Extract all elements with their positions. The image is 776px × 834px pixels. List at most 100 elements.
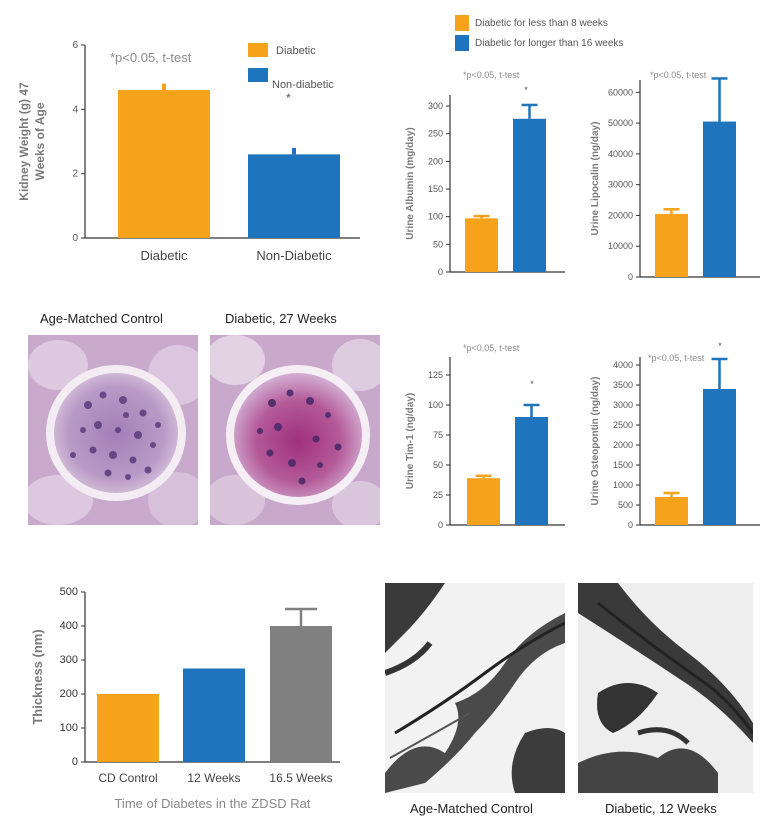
x-tick-label: Diabetic — [141, 248, 188, 263]
urine-legend: Diabetic for less than 8 weeks Diabetic … — [455, 14, 715, 54]
legend-label: Diabetic for less than 8 weeks — [475, 17, 608, 29]
y-tick-label: 30000 — [608, 180, 633, 190]
urine-lipocalin-chart: 0 10000 20000 30000 40000 50000 60000 Urine Lip… — [580, 60, 776, 285]
y-tick-label: 2 — [72, 169, 78, 180]
legend-item-short: Diabetic for less than 8 weeks — [455, 14, 608, 32]
y-tick-label: 200 — [428, 156, 443, 166]
em-diabetic-label: Diabetic, 12 Weeks — [605, 801, 717, 816]
y-tick-label: 0 — [438, 520, 443, 530]
bar — [703, 121, 736, 277]
y-tick-label: 500 — [60, 586, 78, 598]
y-axis-label: Urine Tim-1 (ng/day) — [405, 393, 416, 490]
bar — [183, 668, 245, 762]
y-axis-label: Urine Albumin (mg/day) — [405, 127, 416, 239]
y-tick-label: 150 — [428, 184, 443, 194]
y-tick-label: 0 — [628, 520, 633, 530]
significance-note: *p<0.05, t-test — [463, 343, 520, 353]
bar — [465, 218, 498, 272]
y-tick-label: 50 — [433, 460, 443, 470]
legend-label: Diabetic — [276, 45, 316, 57]
y-axis-label: Thickness (nm) — [30, 629, 45, 724]
bar — [270, 626, 332, 762]
y-axis-label: Urine Lipocalin (ng/day) — [590, 122, 601, 236]
em-control-image — [385, 583, 565, 793]
y-tick-label: 100 — [428, 212, 443, 222]
legend-swatch — [248, 43, 268, 57]
y-tick-label: 75 — [433, 430, 443, 440]
y-tick-label: 125 — [428, 370, 443, 380]
significance-star: * — [718, 341, 722, 351]
y-tick-label: 1000 — [613, 480, 633, 490]
bar — [248, 154, 340, 238]
significance-star: * — [524, 85, 528, 95]
em-control-label: Age-Matched Control — [410, 801, 533, 816]
y-tick-label: 500 — [618, 500, 633, 510]
legend-swatch-blue — [455, 35, 469, 51]
error-bar — [162, 83, 166, 91]
bar — [515, 417, 548, 525]
y-tick-label: 300 — [428, 101, 443, 111]
y-tick-label: 60000 — [608, 87, 633, 97]
y-tick-label: 3500 — [613, 380, 633, 390]
y-tick-label: 0 — [72, 756, 78, 768]
legend-item-long: Diabetic for longer than 16 weeks — [455, 34, 623, 52]
y-tick-label: 50 — [433, 239, 443, 249]
y-tick-label: 0 — [438, 267, 443, 277]
histo-control-label: Age-Matched Control — [40, 311, 163, 326]
bar — [467, 478, 500, 525]
histo-control-image — [28, 335, 198, 525]
x-tick-label: Non-Diabetic — [256, 248, 332, 263]
y-tick-label: 0 — [72, 233, 78, 244]
bar — [655, 497, 688, 525]
bar — [703, 389, 736, 525]
y-tick-label: 2000 — [613, 440, 633, 450]
x-tick-label: 12 Weeks — [187, 771, 240, 785]
significance-note: *p<0.05, t-test — [648, 353, 705, 363]
y-tick-label: 300 — [60, 654, 78, 666]
y-tick-label: 200 — [60, 688, 78, 700]
legend-label: Diabetic for longer than 16 weeks — [475, 37, 624, 49]
kidney-weight-chart: 0 2 4 6 Kidney Weight (g) 47 Weeks of Age Diab… — [0, 0, 390, 290]
legend-swatch — [248, 68, 268, 82]
y-tick-label: 6 — [72, 40, 78, 51]
y-axis-label: Kidney Weight (g) 47 — [17, 82, 31, 201]
bar — [97, 694, 159, 762]
significance-note: *p<0.05, t-test — [463, 70, 520, 80]
urine-albumin-chart: 0 50 100 150 200 250 300 Urine Albumin (mg/day)… — [395, 60, 580, 285]
y-tick-label: 10000 — [608, 241, 633, 251]
histo-diabetic-image — [210, 335, 380, 525]
legend-swatch-orange — [455, 15, 469, 31]
gbm-thickness-chart: 0 100 200 300 400 500 Thickness (nm) CD Control… — [0, 575, 390, 825]
significance-note: *p<0.05, t-test — [110, 50, 192, 65]
significance-note: *p<0.05, t-test — [650, 70, 707, 80]
bar — [513, 118, 546, 272]
legend-label: Non-diabetic — [272, 79, 334, 91]
y-tick-label: 4000 — [613, 360, 633, 370]
y-tick-label: 50000 — [608, 118, 633, 128]
bar — [118, 90, 210, 239]
bar — [655, 213, 688, 277]
em-diabetic-image — [578, 583, 753, 793]
x-tick-label: 16.5 Weeks — [269, 771, 332, 785]
significance-star: * — [530, 379, 534, 389]
y-tick-label: 2500 — [613, 420, 633, 430]
y-axis-label: Urine Osteopontin (ng/day) — [590, 377, 601, 506]
y-tick-label: 3000 — [613, 400, 633, 410]
y-axis-label: Weeks of Age — [33, 102, 47, 180]
y-tick-label: 100 — [428, 400, 443, 410]
y-tick-label: 40000 — [608, 149, 633, 159]
y-tick-label: 25 — [433, 490, 443, 500]
y-tick-label: 4 — [72, 104, 78, 115]
y-tick-label: 0 — [628, 272, 633, 282]
y-tick-label: 100 — [60, 722, 78, 734]
significance-star: * — [286, 91, 291, 105]
y-tick-label: 20000 — [608, 210, 633, 220]
error-bar — [292, 147, 296, 155]
urine-osteopontin-chart: 0 500 1000 1500 2000 2500 3000 3500 4000 Urine Os… — [580, 335, 776, 535]
y-tick-label: 1500 — [613, 460, 633, 470]
x-tick-label: CD Control — [98, 771, 157, 785]
urine-tim1-chart: 0 25 50 75 100 125 Urine Tim-1 (ng/day) *p<0.05… — [395, 335, 580, 535]
y-tick-label: 400 — [60, 620, 78, 632]
histo-diabetic-label: Diabetic, 27 Weeks — [225, 311, 337, 326]
x-axis-label: Time of Diabetes in the ZDSD Rat — [114, 796, 310, 811]
